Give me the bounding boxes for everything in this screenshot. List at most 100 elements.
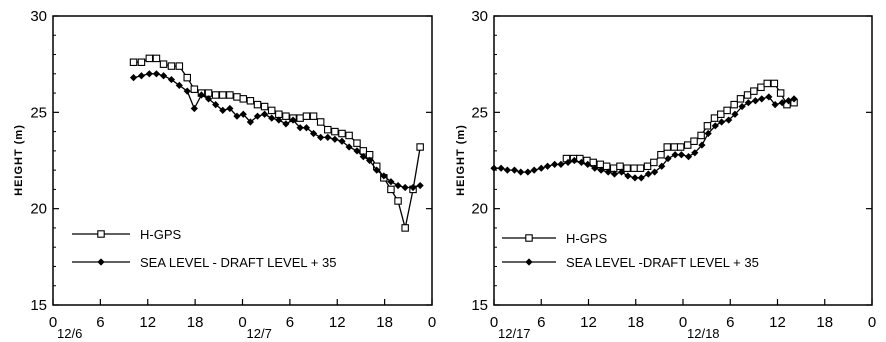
data-point-square	[167, 62, 176, 70]
data-point-square	[730, 100, 738, 109]
data-point-diamond	[717, 118, 726, 126]
data-point-diamond	[289, 116, 297, 124]
data-point-diamond	[524, 168, 532, 176]
data-point-diamond	[152, 70, 161, 78]
x-tick-label: 6	[286, 314, 294, 331]
data-point-square	[246, 97, 255, 105]
x-tick-label: 0	[490, 314, 498, 331]
data-point-square	[763, 79, 772, 88]
data-point-diamond	[302, 124, 311, 132]
data-point-diamond	[338, 137, 346, 145]
data-point-square	[129, 58, 138, 66]
data-point-square	[636, 164, 645, 172]
y-tick-label: 30	[30, 8, 47, 25]
data-point-diamond	[677, 151, 686, 159]
data-point-square	[710, 114, 719, 122]
data-point-square	[703, 122, 712, 130]
data-point-square	[267, 106, 276, 115]
series-line	[494, 96, 795, 179]
data-point-square	[697, 131, 705, 140]
data-point-diamond	[282, 120, 290, 128]
data-point-square	[152, 54, 161, 63]
legend-label: SEA LEVEL -DRAFT LEVEL + 35	[566, 255, 759, 270]
data-point-diamond	[380, 172, 388, 180]
data-point-diamond	[159, 72, 168, 80]
data-point-square	[302, 112, 311, 120]
data-point-square	[717, 110, 725, 119]
series-h-gps	[562, 79, 798, 172]
data-point-square	[657, 150, 665, 159]
data-point-square	[331, 127, 339, 136]
data-point-diamond	[744, 99, 752, 107]
x-tick-date-label: 12/17	[498, 326, 531, 341]
legend-marker-diamond	[525, 258, 533, 266]
data-point-diamond	[698, 141, 706, 149]
data-point-diamond	[543, 162, 552, 170]
legend-entry: H-GPS	[72, 227, 182, 242]
data-point-square	[233, 93, 241, 101]
data-point-diamond	[503, 166, 511, 174]
data-point-square	[690, 137, 698, 145]
data-point-square	[643, 162, 652, 171]
data-point-diamond	[145, 70, 153, 78]
data-point-square	[616, 162, 624, 171]
data-point-diamond	[204, 95, 213, 103]
x-tick-label: 6	[537, 314, 545, 331]
data-point-diamond	[366, 156, 374, 165]
data-point-diamond	[190, 104, 198, 113]
data-point-diamond	[564, 158, 572, 167]
x-tick-label: 12	[769, 314, 786, 331]
x-tick-label: 0	[428, 314, 436, 331]
data-point-square	[387, 185, 395, 194]
data-point-diamond	[597, 166, 605, 174]
data-point-diamond	[373, 166, 381, 174]
data-point-square	[589, 158, 597, 167]
legend-entry: H-GPS	[502, 231, 608, 246]
data-point-square	[630, 164, 638, 172]
data-point-diamond	[711, 122, 719, 130]
data-point-diamond	[691, 149, 699, 157]
data-point-diamond	[790, 95, 798, 103]
x-tick-label: 18	[376, 314, 393, 331]
data-point-diamond	[778, 99, 786, 107]
data-point-square	[776, 89, 785, 97]
y-tick-label: 20	[30, 201, 47, 218]
data-point-square	[137, 58, 146, 66]
legend-label: SEA LEVEL - DRAFT LEVEL + 35	[140, 255, 336, 270]
data-point-diamond	[644, 170, 652, 178]
data-point-square	[309, 112, 318, 120]
data-point-diamond	[537, 164, 545, 172]
data-point-diamond	[331, 135, 339, 143]
x-tick-label: 18	[627, 314, 644, 331]
data-point-diamond	[490, 164, 498, 172]
data-point-diamond	[751, 97, 760, 105]
data-point-square	[401, 224, 409, 232]
data-point-diamond	[416, 181, 424, 190]
data-point-diamond	[233, 112, 241, 120]
y-tick-label: 15	[30, 297, 47, 314]
data-point-square	[338, 129, 346, 138]
data-point-diamond	[631, 174, 639, 182]
data-point-square	[602, 162, 611, 171]
data-point-diamond	[345, 143, 353, 151]
x-tick-label: 6	[96, 314, 104, 331]
data-point-square	[175, 62, 184, 70]
data-point-diamond	[624, 172, 632, 180]
data-point-square	[623, 164, 631, 172]
data-point-diamond	[570, 156, 578, 165]
data-point-diamond	[551, 160, 559, 168]
data-point-diamond	[137, 72, 146, 80]
data-point-square	[159, 60, 168, 68]
data-point-square	[743, 91, 752, 99]
data-point-square	[296, 114, 304, 122]
data-point-diamond	[758, 95, 766, 103]
x-tick-label: 0	[679, 314, 687, 331]
data-point-square	[663, 143, 671, 151]
x-tick-label: 0	[49, 314, 57, 331]
data-point-diamond	[577, 158, 586, 167]
y-axis-label: HEIGHT (m)	[455, 124, 467, 196]
x-tick-label: 12	[580, 314, 597, 331]
